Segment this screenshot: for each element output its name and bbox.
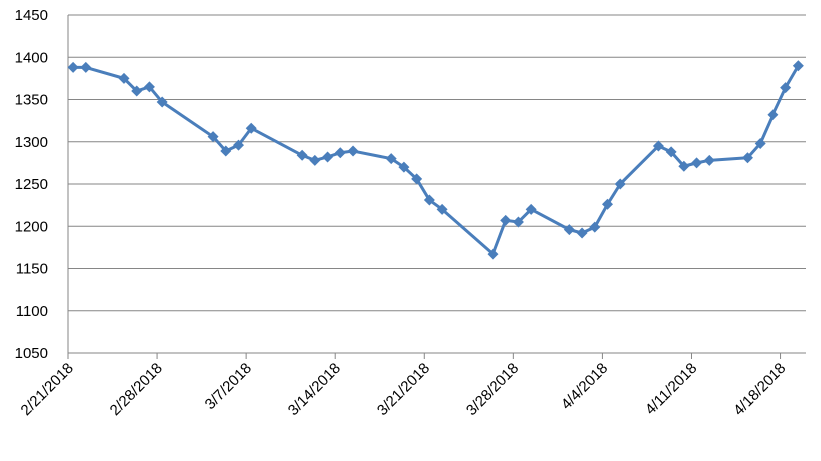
marker [780, 82, 792, 94]
x-tick-label: 4/11/2018 [642, 360, 700, 418]
y-tick-label: 1350 [15, 92, 48, 109]
y-tick-label: 1050 [15, 345, 48, 362]
marker [245, 122, 257, 134]
marker [652, 140, 664, 152]
marker [614, 178, 626, 190]
marker [665, 146, 677, 158]
x-tick-label: 3/14/2018 [285, 360, 344, 419]
marker [678, 160, 690, 172]
x-tick-label: 2/21/2018 [18, 360, 77, 419]
marker [347, 145, 359, 157]
marker [500, 214, 512, 226]
y-tick-label: 1400 [15, 49, 48, 66]
marker [131, 85, 143, 97]
marker [525, 203, 537, 215]
marker [143, 81, 155, 93]
marker [576, 227, 588, 239]
marker [233, 139, 245, 151]
y-tick-label: 1450 [15, 7, 48, 24]
marker [767, 109, 779, 121]
marker [691, 157, 703, 169]
marker [156, 96, 168, 108]
y-tick-label: 1100 [16, 303, 48, 320]
marker [67, 61, 79, 73]
marker [296, 149, 308, 161]
marker [322, 151, 334, 163]
marker [385, 153, 397, 165]
marker [398, 161, 410, 173]
marker [703, 154, 715, 166]
x-tick-label: 2/28/2018 [107, 360, 166, 419]
marker [411, 173, 423, 185]
marker [741, 152, 753, 164]
marker [220, 145, 232, 157]
y-tick-label: 1150 [16, 261, 48, 278]
marker [334, 147, 346, 159]
marker [487, 248, 499, 260]
x-tick-label: 4/18/2018 [730, 360, 789, 419]
marker [207, 131, 219, 143]
marker [792, 60, 804, 72]
marker [436, 203, 448, 215]
y-tick-label: 1250 [15, 176, 48, 193]
x-tick-label: 3/28/2018 [463, 360, 522, 419]
y-tick-label: 1200 [15, 218, 48, 235]
marker [589, 221, 601, 233]
x-tick-label: 3/21/2018 [374, 360, 433, 419]
marker [754, 137, 766, 149]
x-tick-label: 4/4/2018 [558, 360, 611, 413]
marker [563, 224, 575, 236]
marker [80, 61, 92, 73]
marker [423, 194, 435, 206]
y-tick-label: 1300 [15, 134, 48, 151]
marker [309, 154, 321, 166]
marker [118, 72, 130, 84]
marker [512, 216, 524, 228]
marker [602, 198, 614, 210]
x-tick-label: 3/7/2018 [202, 360, 255, 413]
